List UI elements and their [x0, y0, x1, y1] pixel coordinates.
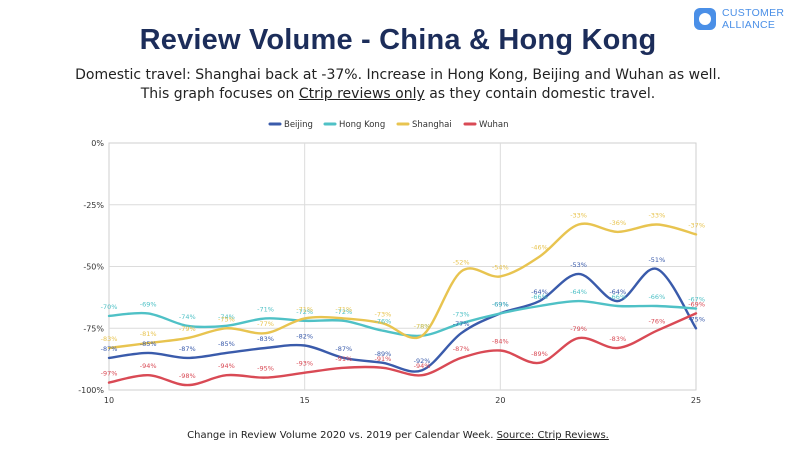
x-tick-label: 25 — [691, 396, 701, 405]
data-label-hong-kong: -69% — [140, 300, 157, 308]
data-label-hong-kong: -64% — [570, 288, 587, 296]
y-tick-label: -100% — [78, 386, 104, 395]
data-label-beijing: -89% — [375, 350, 392, 358]
page-title: Review Volume - China & Hong Kong — [139, 24, 657, 56]
legend-label-shanghai: Shanghai — [412, 120, 452, 130]
data-label-hong-kong: -72% — [296, 308, 313, 316]
data-label-beijing: -85% — [140, 340, 157, 348]
data-label-beijing: -51% — [648, 256, 665, 264]
x-tick-label: 20 — [495, 396, 505, 405]
data-label-wuhan: -94% — [218, 362, 235, 370]
data-label-hong-kong: -78% — [414, 323, 431, 331]
data-label-beijing: -75% — [688, 315, 705, 323]
subtitle-line2-pre: This graph focuses on — [140, 86, 299, 102]
data-label-beijing: -69% — [492, 300, 509, 308]
data-label-hong-kong: -76% — [375, 318, 392, 326]
data-label-hong-kong: -74% — [218, 313, 235, 321]
series-line-shanghai — [107, 222, 698, 350]
data-label-wuhan: -91% — [375, 355, 392, 363]
x-tick-label: 10 — [104, 396, 114, 405]
data-label-shanghai: -37% — [688, 221, 705, 229]
chart-footer: Change in Review Volume 2020 vs. 2019 pe… — [0, 430, 796, 441]
data-label-wuhan: -83% — [609, 335, 626, 343]
data-label-beijing: -87% — [335, 345, 352, 353]
data-label-wuhan: -84% — [492, 337, 509, 345]
subtitle-line2: This graph focuses on Ctrip reviews only… — [0, 85, 796, 104]
logo-line1: CUSTOMER — [722, 7, 785, 19]
data-label-shanghai: -52% — [453, 258, 470, 266]
data-label-wuhan: -94% — [140, 362, 157, 370]
data-label-wuhan: -69% — [688, 300, 705, 308]
data-label-hong-kong: -67% — [688, 295, 705, 303]
data-label-hong-kong: -74% — [179, 313, 196, 321]
data-label-shanghai: -33% — [570, 212, 587, 220]
data-label-wuhan: -79% — [570, 325, 587, 333]
customer-alliance-logo: CUSTOMER ALLIANCE — [694, 6, 790, 40]
data-label-beijing: -82% — [296, 333, 313, 341]
footer-text: Change in Review Volume 2020 vs. 2019 pe… — [187, 430, 497, 441]
x-tick-label: 15 — [300, 396, 310, 405]
y-tick-label: 0% — [91, 139, 104, 148]
data-label-shanghai: -75% — [218, 315, 235, 323]
data-label-hong-kong: -69% — [492, 300, 509, 308]
data-label-shanghai: -77% — [257, 320, 274, 328]
logo-wordmark: CUSTOMER ALLIANCE — [722, 7, 784, 31]
data-label-wuhan: -95% — [257, 365, 274, 373]
data-label-beijing: -64% — [609, 288, 626, 296]
data-label-shanghai: -54% — [492, 263, 509, 271]
data-label-wuhan: -97% — [101, 370, 118, 378]
logo-line2: ALLIANCE — [722, 19, 776, 31]
data-label-shanghai: -46% — [531, 244, 548, 252]
data-label-shanghai: -71% — [335, 305, 352, 313]
y-tick-label: -50% — [83, 263, 104, 272]
data-label-shanghai: -36% — [609, 219, 626, 227]
data-label-wuhan: -98% — [179, 372, 196, 380]
data-label-wuhan: -94% — [414, 362, 431, 370]
data-label-hong-kong: -72% — [335, 308, 352, 316]
data-label-beijing: -53% — [570, 261, 587, 269]
legend-label-hong-kong: Hong Kong — [339, 120, 385, 130]
data-label-hong-kong: -66% — [648, 293, 665, 301]
legend-label-beijing: Beijing — [284, 120, 313, 130]
y-tick-label: -25% — [83, 201, 104, 210]
data-label-hong-kong: -73% — [453, 310, 470, 318]
source-link[interactable]: Source: Ctrip Reviews. — [496, 430, 609, 441]
subtitle-line1: Domestic travel: Shanghai back at -37%. … — [75, 67, 721, 83]
data-label-beijing: -83% — [257, 335, 274, 343]
series-line-beijing — [107, 267, 698, 373]
data-label-wuhan: -89% — [531, 350, 548, 358]
data-label-hong-kong: -70% — [101, 303, 118, 311]
speech-bubble-icon — [694, 8, 716, 30]
data-label-hong-kong: -71% — [257, 305, 274, 313]
data-label-beijing: -92% — [414, 357, 431, 365]
data-label-beijing: -85% — [218, 340, 235, 348]
data-label-hong-kong: -66% — [531, 293, 548, 301]
subtitle-line2-post: as they contain domestic travel. — [424, 86, 656, 102]
data-label-beijing: -77% — [453, 320, 470, 328]
data-label-wuhan: -93% — [296, 360, 313, 368]
data-label-shanghai: -83% — [101, 335, 118, 343]
page-subtitle: Domestic travel: Shanghai back at -37%. … — [0, 66, 796, 104]
data-label-hong-kong: -66% — [609, 293, 626, 301]
data-label-beijing: -64% — [531, 288, 548, 296]
data-label-shanghai: -73% — [375, 310, 392, 318]
y-tick-label: -75% — [83, 324, 104, 333]
data-label-wuhan: -76% — [648, 318, 665, 326]
data-label-beijing: -87% — [179, 345, 196, 353]
data-label-shanghai: -78% — [414, 323, 431, 331]
data-label-shanghai: -33% — [648, 212, 665, 220]
data-label-beijing: -87% — [101, 345, 118, 353]
data-label-shanghai: -79% — [179, 325, 196, 333]
data-label-shanghai: -81% — [140, 330, 157, 338]
series-line-hong-kong — [107, 299, 698, 338]
series-line-wuhan — [107, 312, 698, 387]
legend-label-wuhan: Wuhan — [479, 120, 508, 130]
data-label-shanghai: -71% — [296, 305, 313, 313]
data-label-wuhan: -91% — [335, 355, 352, 363]
data-label-wuhan: -87% — [453, 345, 470, 353]
ctrip-reviews-link[interactable]: Ctrip reviews only — [298, 86, 425, 102]
